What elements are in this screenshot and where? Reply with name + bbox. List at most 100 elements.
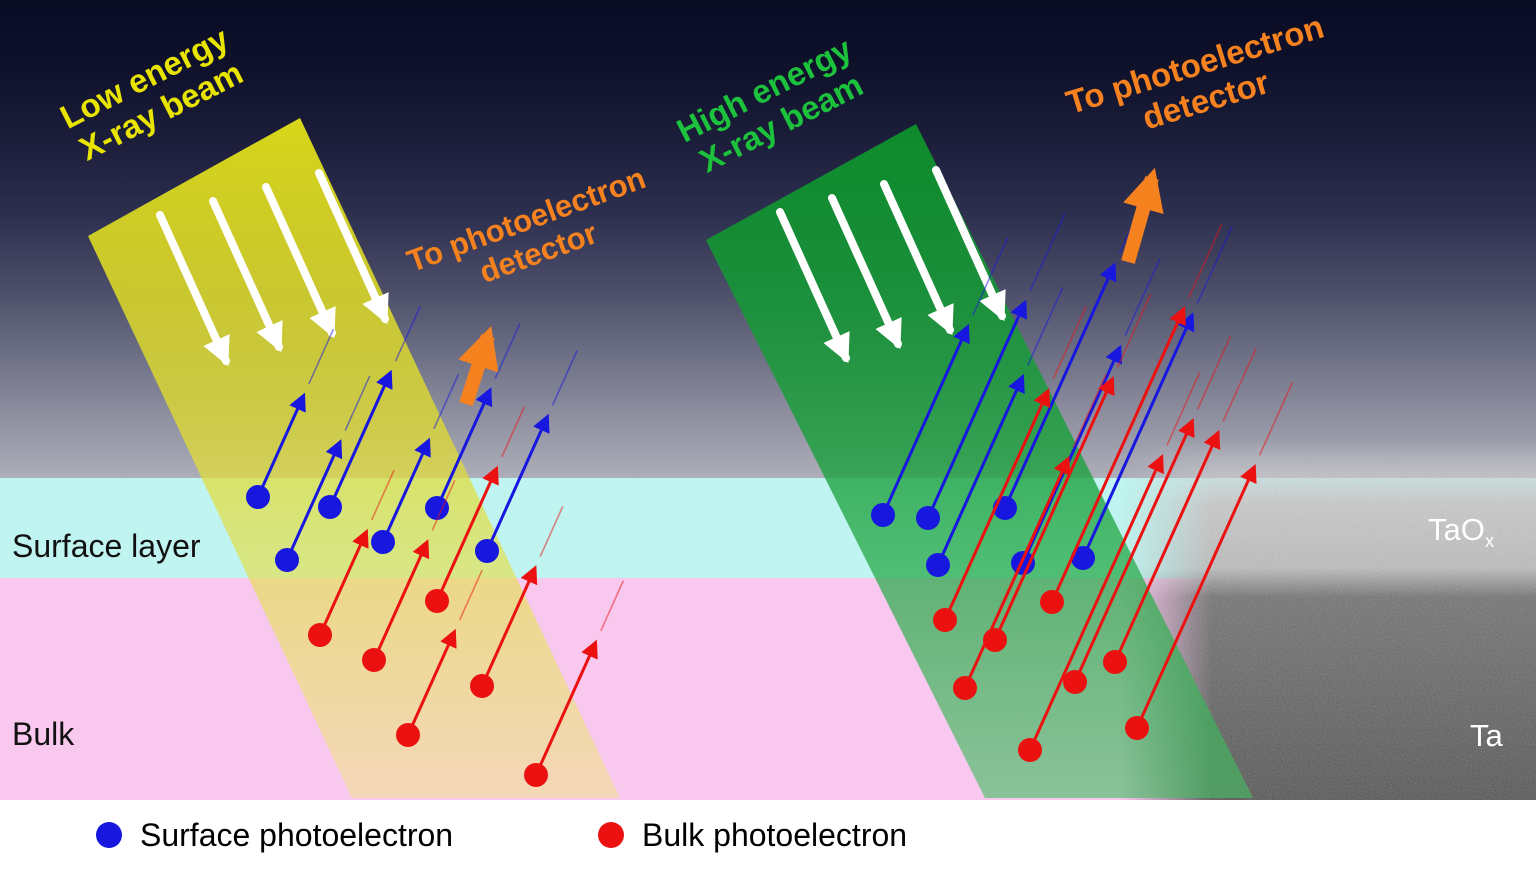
xray-arrow [262, 183, 336, 339]
bulk-photoelectron-arrow-tail [600, 580, 625, 632]
bulk-photoelectron-arrow-tail [1222, 347, 1257, 422]
bulk-photoelectron-dot [933, 608, 957, 632]
legend-label: Bulk photoelectron [642, 816, 908, 853]
surface-photoelectron-legend-dot [96, 822, 122, 848]
surface-photoelectron-arrow [285, 439, 343, 561]
surface-photoelectron-dot [926, 553, 950, 577]
photoelectrons-layer [246, 175, 1294, 787]
surface-photoelectron-arrow-tail [394, 306, 421, 362]
bulk-photoelectron-arrow [372, 539, 430, 661]
bulk-photoelectron-dot [1125, 716, 1149, 740]
bulk-photoelectron-arrow [534, 639, 598, 776]
xray-arrow [828, 194, 902, 350]
xray-arrow [156, 211, 230, 367]
surface-photoelectron-arrow [936, 373, 1025, 566]
surface-photoelectron-arrow [328, 369, 393, 508]
surface-photoelectron-arrow-tail [1029, 213, 1066, 292]
surface-photoelectron-arrow [435, 387, 493, 509]
bulk-photoelectron-arrow-tail [1188, 224, 1223, 298]
xray-arrow [209, 197, 283, 353]
bulk-photoelectron-arrow-tail [1196, 336, 1232, 410]
bulk-photoelectron-legend-dot [598, 822, 624, 848]
bulk-photoelectron-arrow-tail [458, 569, 483, 621]
bulk-photoelectron-dot [425, 589, 449, 613]
bulk-photoelectron-dot [470, 674, 494, 698]
bulk-photoelectron-arrow-tail [370, 469, 395, 521]
legend: Surface photoelectron Bulk photoelectron [0, 800, 1536, 870]
bulk-photoelectron-arrow [1073, 417, 1195, 683]
surface-photoelectron-arrow-tail [308, 328, 335, 385]
taox-material-label: TaOx [1428, 512, 1494, 552]
surface-photoelectron-arrow [256, 392, 306, 498]
bulk-photoelectron-arrow [1028, 454, 1164, 751]
surface-photoelectron-arrow-tail [344, 375, 371, 431]
bulk-photoelectron-arrow [1135, 463, 1257, 729]
bulk-photoelectron-arrow-tail [1258, 382, 1294, 456]
surface-photoelectron-dot [916, 506, 940, 530]
detector-arrow-left [458, 326, 499, 407]
bulk-photoelectron-dot [1018, 738, 1042, 762]
bulk-photoelectron-dot [1063, 670, 1087, 694]
bulk-photoelectron-arrow-tail [1166, 372, 1201, 446]
surface-photoelectron-dot [871, 503, 895, 527]
surface-photoelectron-arrow-tail [551, 350, 578, 406]
bulk-photoelectron-arrow-tail [1116, 294, 1152, 368]
bulk-photoelectron-arrow [963, 455, 1071, 689]
surface-photoelectron-arrow-tail [972, 237, 1009, 316]
bulk-photoelectron-arrow-tail [501, 406, 526, 458]
bulk-photoelectron-arrow [1050, 306, 1186, 603]
bulk-photoelectron-dot [1103, 650, 1127, 674]
ta-material-label: Ta [1470, 718, 1503, 753]
surface-photoelectron-dot [475, 539, 499, 563]
bulk-photoelectron-arrow [480, 565, 538, 687]
xray-arrow [776, 208, 850, 364]
surface-photoelectron-arrow [1003, 262, 1117, 509]
bulk-photoelectron-arrow-tail [431, 480, 456, 531]
bulk-photoelectron-arrow-tail [539, 506, 564, 557]
xray-arrows-high [776, 166, 1006, 364]
surface-photoelectron-dot [275, 548, 299, 572]
xray-arrow [315, 169, 389, 325]
surface-photoelectron-dot [318, 495, 342, 519]
bulk-photoelectron-dot [362, 648, 386, 672]
surface-photoelectron-dot [1011, 551, 1035, 575]
bulk-photoelectron-arrow [406, 628, 457, 736]
bulk-photoelectron-arrow [435, 465, 499, 602]
legend-label: Surface photoelectron [140, 816, 454, 853]
low-energy-xray-beam [88, 118, 620, 798]
detector-arrow-right [1121, 167, 1164, 264]
bulk-photoelectron-arrow [993, 375, 1115, 641]
bulk-photoelectron-arrow [943, 387, 1051, 621]
surface-photoelectron-arrow [1081, 312, 1195, 559]
bulk-photoelectron-arrow-tail [1072, 373, 1107, 448]
legend-item-bulk: Bulk photoelectron [598, 800, 907, 870]
bulk-layer-label: Bulk [12, 716, 75, 752]
label-line: TaO [1428, 512, 1485, 547]
bulk-photoelectron-dot [396, 723, 420, 747]
surface-photoelectron-dot [1071, 546, 1095, 570]
surface-photoelectron-arrow [381, 437, 431, 543]
high-energy-xray-beam [706, 124, 1253, 798]
surface-photoelectron-arrow-tail [1124, 258, 1161, 337]
bulk-photoelectron-dot [1040, 590, 1064, 614]
bulk-photoelectron-dot [524, 763, 548, 787]
bulk-photoelectron-dot [308, 623, 332, 647]
bulk-photoelectron-arrow [1113, 429, 1221, 663]
legend-item-surface: Surface photoelectron [96, 800, 453, 870]
label-subscript: x [1484, 530, 1495, 552]
surface-photoelectron-arrow [926, 299, 1028, 519]
xray-arrow [932, 166, 1006, 322]
surface-photoelectron-dot [246, 485, 270, 509]
bulk-photoelectron-arrow [318, 528, 369, 636]
surface-photoelectron-arrow-tail [494, 323, 521, 379]
surface-photoelectron-arrow [485, 413, 550, 552]
surface-photoelectron-arrow-tail [1027, 287, 1064, 366]
surface-photoelectron-arrow-tail [1196, 225, 1233, 304]
surface-photoelectron-arrow [881, 323, 970, 516]
bulk-photoelectron-dot [953, 676, 977, 700]
xray-arrow [880, 180, 954, 336]
surface-photoelectron-dot [371, 530, 395, 554]
bulk-photoelectron-arrow-tail [1052, 305, 1087, 380]
